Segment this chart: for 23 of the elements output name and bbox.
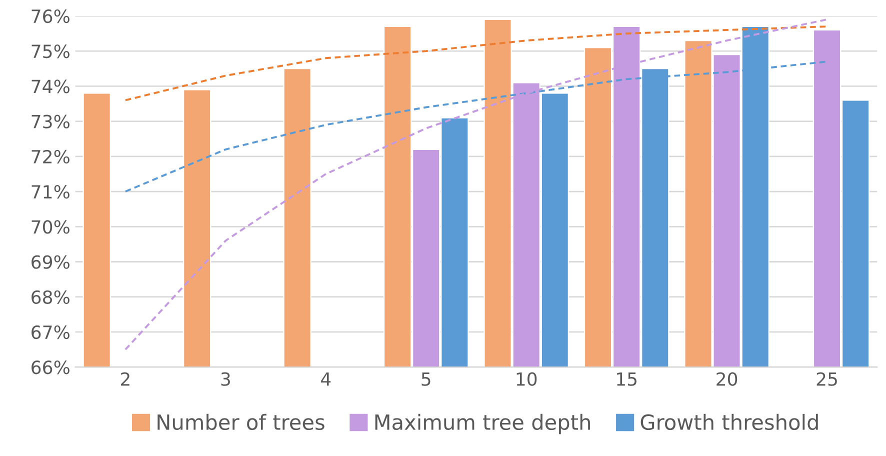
legend-label: Maximum tree depth xyxy=(375,414,590,434)
x-tick-label: 15 xyxy=(617,372,636,386)
legend-label: Growth threshold xyxy=(640,414,818,430)
y-tick-label: 68% xyxy=(32,290,70,304)
x-tick-label: 4 xyxy=(321,372,331,386)
x-tick-label: 10 xyxy=(516,372,537,386)
y-tick-label: 72% xyxy=(32,150,70,164)
y-tick-label: 76% xyxy=(32,9,70,24)
y-tick-label: 74% xyxy=(32,80,70,94)
x-tick-label: 20 xyxy=(716,372,738,386)
y-tick-label: 67% xyxy=(32,325,70,340)
x-tick-label: 2 xyxy=(121,372,130,386)
y-tick-label: 73% xyxy=(32,114,70,128)
x-tick-label: 5 xyxy=(422,372,430,386)
y-tick-label: 71% xyxy=(32,184,70,199)
y-tick-label: 70% xyxy=(32,220,70,234)
legend-label: Number of trees xyxy=(158,414,324,430)
y-tick-label: 66% xyxy=(32,360,70,374)
y-tick-label: 75% xyxy=(32,44,70,58)
y-tick-label: 69% xyxy=(32,255,70,269)
x-tick-label: 3 xyxy=(221,372,230,386)
x-tick-label: 25 xyxy=(816,372,837,386)
line-series xyxy=(124,26,828,102)
